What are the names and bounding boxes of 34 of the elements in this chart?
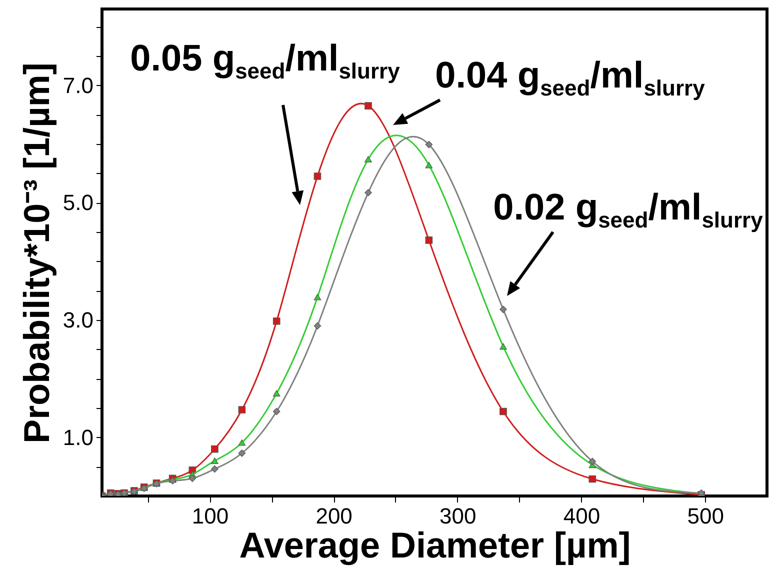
point	[272, 408, 280, 416]
point	[314, 172, 322, 180]
point	[272, 390, 280, 397]
point	[425, 236, 433, 244]
y-tick-label: 3.0	[62, 307, 94, 332]
point	[425, 162, 433, 168]
point	[500, 306, 507, 314]
point	[364, 102, 372, 110]
annotation: 0.05 g$_{seed}$/ml$_{slurry}$	[130, 38, 400, 84]
point	[364, 156, 372, 162]
point	[211, 445, 218, 453]
annotation: 0.04 g$_{seed}$/ml$_{slurry}$	[435, 54, 705, 100]
point	[588, 458, 596, 466]
point	[238, 439, 246, 446]
point	[272, 317, 280, 325]
point	[364, 189, 372, 196]
annotation: 0.02 g$_{seed}$/ml$_{slurry}$	[493, 186, 763, 232]
point	[588, 475, 596, 483]
point	[211, 458, 218, 464]
point	[425, 140, 433, 148]
point	[314, 322, 322, 330]
point	[238, 450, 246, 457]
y-axis-title: Probability*10⁻³ [1/µm]	[16, 62, 57, 444]
point	[314, 294, 322, 300]
point	[500, 408, 507, 416]
x-tick-label: 100	[192, 504, 229, 528]
point	[500, 343, 507, 350]
point	[238, 406, 246, 414]
y-tick-label: 5.0	[62, 190, 94, 216]
y-tick-label: 1.0	[62, 424, 94, 450]
y-tick-label: 7.0	[62, 72, 94, 98]
point	[211, 465, 218, 473]
x-tick-label: 500	[687, 504, 724, 528]
point	[188, 474, 196, 482]
